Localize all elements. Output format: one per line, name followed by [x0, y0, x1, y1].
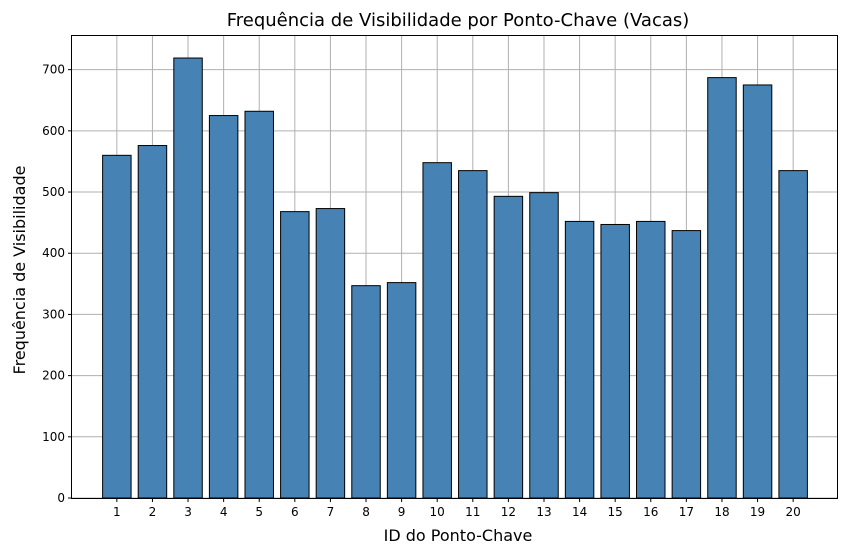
bar-7	[315, 208, 346, 499]
bar-13	[529, 192, 559, 499]
x-tick-label: 4	[220, 505, 228, 519]
x-tick-label: 17	[679, 505, 694, 519]
bar-16	[636, 220, 666, 499]
chart-title: Frequência de Visibilidade por Ponto-Cha…	[227, 10, 690, 31]
bar-9	[386, 282, 417, 499]
x-tick-label: 13	[536, 505, 551, 519]
y-tick-label: 200	[42, 369, 65, 383]
bar-15	[600, 223, 630, 499]
x-tick-label: 3	[184, 505, 192, 519]
bar-18	[707, 77, 737, 499]
x-tick-label: 5	[255, 505, 263, 519]
x-tick-label: 16	[643, 505, 658, 519]
bar-1	[102, 154, 132, 499]
bar-2	[137, 145, 168, 499]
y-tick-label: 300	[42, 307, 65, 321]
y-tick-label: 100	[42, 430, 65, 444]
x-tick-label: 12	[501, 505, 516, 519]
bar-14	[564, 220, 595, 499]
x-tick-label: 10	[430, 505, 445, 519]
x-tick-label: 20	[786, 505, 801, 519]
y-tick-label: 700	[42, 63, 65, 77]
x-tick-label: 18	[714, 505, 729, 519]
bar-17	[671, 230, 702, 499]
bar-3	[173, 57, 203, 499]
x-tick-label: 11	[465, 505, 480, 519]
y-axis-label: Frequência de Visibilidade	[10, 166, 29, 375]
x-tick-label: 14	[572, 505, 587, 519]
x-tick-label: 1	[113, 505, 121, 519]
x-tick-label: 9	[398, 505, 406, 519]
bar-10	[422, 162, 452, 499]
x-axis-label: ID do Ponto-Chave	[384, 526, 533, 545]
bar-19	[742, 84, 773, 499]
bar-6	[280, 211, 310, 499]
y-tick-label: 500	[42, 185, 65, 199]
y-tick-label: 0	[57, 491, 65, 505]
bar-11	[458, 170, 488, 499]
plot-frame	[71, 35, 838, 499]
y-tick-label: 400	[42, 246, 65, 260]
x-tick-label: 19	[750, 505, 765, 519]
bar-5	[244, 110, 274, 499]
bar-8	[351, 285, 381, 499]
bar-12	[493, 195, 524, 499]
bars-layer	[102, 57, 808, 499]
bar-4	[208, 115, 239, 499]
bar-20	[778, 170, 808, 499]
x-tick-label: 8	[362, 505, 370, 519]
x-tick-label: 7	[327, 505, 335, 519]
x-tick-label: 2	[149, 505, 157, 519]
x-tick-label: 6	[291, 505, 299, 519]
x-tick-label: 15	[608, 505, 623, 519]
y-tick-label: 600	[42, 124, 65, 138]
